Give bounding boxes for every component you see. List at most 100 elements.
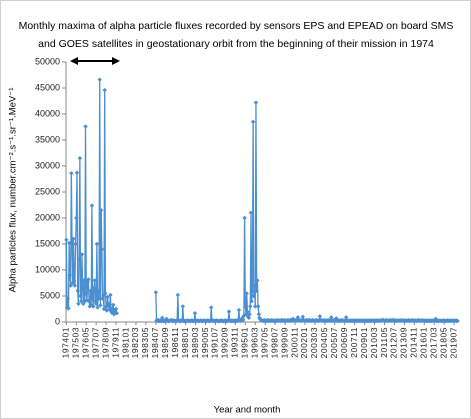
chart-title-line: Monthly maxima of alpha particle fluxes … — [19, 20, 454, 32]
point-marker — [113, 306, 119, 312]
point-marker — [255, 278, 260, 283]
point-marker — [103, 291, 108, 296]
x-tick-label: 201309 — [399, 327, 409, 358]
x-tick-label: 198509 — [160, 327, 170, 358]
point-marker — [95, 305, 100, 310]
point-marker — [92, 278, 97, 283]
point-marker — [101, 306, 107, 312]
point-marker — [69, 239, 75, 245]
point-marker — [86, 277, 91, 282]
point-marker — [111, 302, 116, 308]
point-marker — [243, 304, 248, 309]
y-tick-label: 50000 — [35, 56, 60, 66]
point-marker — [96, 296, 102, 301]
x-tick-label: 201003 — [369, 327, 379, 358]
x-tick-label: 201411 — [409, 327, 419, 358]
y-tick-label: 5000 — [40, 290, 60, 300]
point-marker — [72, 283, 78, 288]
x-tick-label: 201703 — [428, 327, 438, 358]
point-marker — [66, 306, 71, 311]
point-marker — [84, 291, 89, 296]
chart-title-line: and GOES satellites in geostationary orb… — [38, 38, 434, 50]
point-marker — [343, 315, 349, 320]
point-marker — [248, 304, 253, 309]
point-marker — [79, 252, 85, 257]
point-marker — [317, 314, 323, 319]
y-tick-label: 20000 — [35, 212, 60, 222]
y-tick-label: 40000 — [35, 108, 60, 118]
point-marker — [81, 278, 87, 283]
x-tick-label: 197503 — [71, 327, 81, 358]
point-marker — [180, 304, 186, 309]
point-marker — [252, 283, 257, 288]
x-tick-label: 198101 — [120, 327, 130, 358]
point-marker — [78, 293, 83, 299]
x-axis-title: Year and month — [214, 405, 281, 416]
point-marker — [153, 290, 159, 295]
point-marker — [300, 314, 306, 319]
point-marker — [71, 236, 76, 241]
point-marker — [89, 303, 94, 308]
point-marker — [97, 77, 102, 82]
point-marker — [67, 273, 73, 278]
x-tick-label: 198903 — [190, 327, 200, 358]
y-tick-label: 35000 — [35, 134, 60, 144]
point-marker — [75, 288, 80, 293]
point-marker — [91, 286, 97, 291]
point-marker — [94, 241, 100, 247]
point-marker — [101, 293, 106, 299]
point-marker — [175, 292, 181, 298]
x-tick-label: 199705 — [259, 327, 269, 358]
x-tick-label: 199807 — [269, 327, 279, 358]
x-tick-label: 201207 — [389, 327, 399, 358]
x-tick-label: 197809 — [100, 327, 110, 358]
x-tick-label: 199501 — [240, 327, 250, 358]
x-tick-label: 199311 — [230, 327, 240, 358]
point-marker — [99, 247, 105, 252]
x-tick-label: 200405 — [319, 327, 329, 358]
point-marker — [74, 170, 80, 175]
point-marker — [108, 292, 113, 298]
y-tick-label: 15000 — [35, 238, 60, 248]
point-marker — [192, 310, 198, 316]
x-tick-label: 197401 — [61, 327, 71, 358]
point-marker — [245, 309, 250, 314]
point-marker — [96, 288, 101, 293]
point-marker — [98, 303, 103, 308]
y-tick-label: 30000 — [35, 160, 60, 170]
x-tick-label: 198611 — [170, 327, 180, 358]
x-tick-label: 200901 — [359, 327, 369, 358]
point-marker — [209, 305, 214, 310]
x-tick-label: 197605 — [80, 327, 90, 358]
point-marker — [240, 317, 246, 323]
point-marker — [79, 299, 84, 304]
point-marker — [250, 288, 255, 293]
x-tick-label: 200711 — [349, 327, 359, 358]
x-tick-label: 199603 — [250, 327, 260, 358]
x-tick-label: 201105 — [379, 327, 389, 358]
x-tick-label: 200011 — [289, 327, 299, 358]
x-tick-label: 197911 — [110, 327, 120, 358]
point-marker — [106, 304, 112, 309]
point-marker — [254, 288, 259, 293]
point-marker — [250, 119, 256, 124]
y-axis-title: Alpha particles flux, number.cm⁻².s⁻¹.sr… — [8, 88, 19, 293]
x-tick-label: 198203 — [130, 327, 140, 358]
markers — [64, 77, 460, 324]
point-marker — [98, 208, 104, 213]
point-marker — [114, 310, 119, 316]
point-marker — [89, 203, 95, 208]
point-marker — [244, 291, 249, 296]
x-tick-label: 199107 — [210, 327, 220, 358]
point-marker — [93, 301, 99, 306]
x-tick-label: 200201 — [299, 327, 309, 358]
point-marker — [248, 210, 254, 215]
point-marker — [74, 215, 79, 221]
point-marker — [80, 286, 85, 291]
point-marker — [455, 318, 460, 324]
x-tick-label: 198801 — [180, 327, 190, 358]
point-marker — [102, 87, 107, 93]
point-marker — [226, 309, 232, 314]
